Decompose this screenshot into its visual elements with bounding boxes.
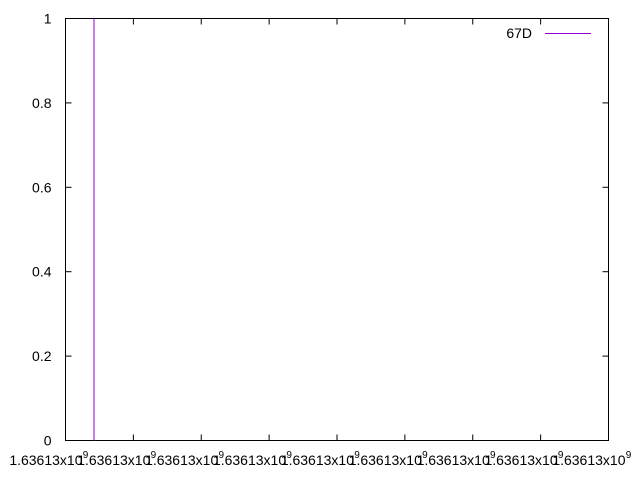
x-tick-label: 1.63613x10: [9, 452, 82, 468]
y-tick-label: 0.2: [32, 348, 52, 364]
legend: 67D: [506, 25, 591, 41]
x-tick-exponent: 9: [218, 450, 224, 461]
x-tick-exponent: 9: [286, 450, 292, 461]
x-tick-exponent: 9: [422, 450, 428, 461]
x-tick-exponent: 9: [151, 450, 157, 461]
x-tick-label: 1.63613x10: [145, 452, 218, 468]
y-axis: 0 0.2 0.4 0.6 0.8 1: [32, 11, 609, 449]
x-tick-label: 1.63613x10: [213, 452, 286, 468]
x-tick-label: 1.63613x10: [417, 452, 490, 468]
x-tick-label: 1.63613x10: [77, 452, 150, 468]
y-tick-label: 0.4: [32, 264, 52, 280]
legend-label-67d: 67D: [506, 25, 532, 41]
x-tick-exponent: 9: [490, 450, 496, 461]
x-tick-label: 1.63613x10: [349, 452, 422, 468]
y-tick-label: 0.6: [32, 179, 52, 195]
x-tick-label: 1.63613x10: [281, 452, 354, 468]
x-tick-label: 1.63613x10: [484, 452, 557, 468]
x-tick-label: 1.63613x10: [552, 452, 625, 468]
y-tick-label: 0.8: [32, 95, 52, 111]
x-tick-exponent: 9: [558, 450, 564, 461]
x-tick-exponent: 9: [626, 450, 632, 461]
x-tick-exponent: 9: [83, 450, 89, 461]
x-tick-exponent: 9: [354, 450, 360, 461]
x-axis: 1.63613x10 91.63613x10 91.63613x10 91.63613…: [9, 18, 632, 468]
y-tick-label: 1: [44, 11, 52, 27]
plot-frame: [65, 18, 609, 441]
y-tick-label: 0: [44, 433, 52, 449]
